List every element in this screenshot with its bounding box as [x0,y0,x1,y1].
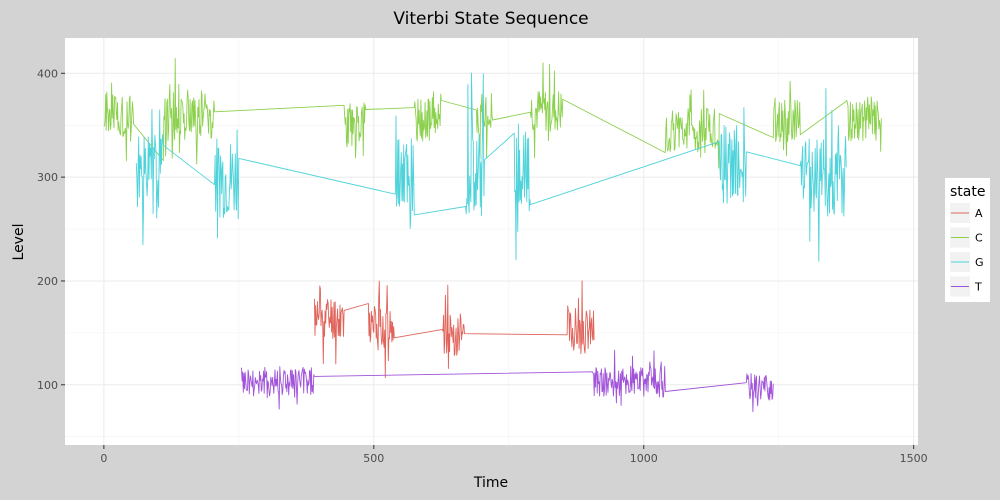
legend-label-a: A [975,207,983,220]
series-layer [103,58,882,413]
x-tick-label: 1000 [630,452,658,465]
series-line-c [103,58,882,169]
axis-ticks: 0 500 1000 1500 100 200 300 400 [37,67,928,465]
y-tick-label: 100 [37,379,58,392]
x-axis-title: Time [473,475,508,491]
legend-label-t: T [974,281,982,294]
x-tick-label: 1500 [900,452,928,465]
x-tick-label: 0 [100,452,107,465]
series-line-t [241,349,774,413]
legend-label-g: G [975,256,984,269]
y-axis-title: Level [11,224,27,261]
x-tick-label: 500 [363,452,384,465]
series-line-a [313,280,595,379]
y-tick-label: 200 [37,275,58,288]
legend-title: state [950,184,985,200]
y-tick-label: 400 [37,67,58,80]
series-line-g [135,72,847,262]
y-tick-label: 300 [37,171,58,184]
chart-title: Viterbi State Sequence [393,9,588,29]
legend-label-c: C [975,232,983,245]
